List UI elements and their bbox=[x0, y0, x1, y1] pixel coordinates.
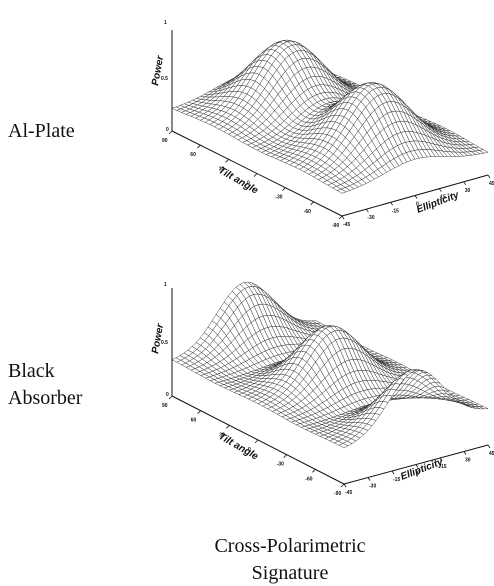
x-tick-label: -90 bbox=[334, 491, 341, 497]
z-tick-label: 0 bbox=[166, 392, 169, 398]
y-tick-mark bbox=[439, 457, 443, 462]
x-tick-mark bbox=[254, 439, 259, 444]
x-axis-title: Tilt angle bbox=[217, 165, 261, 197]
y-tick-label: 15 bbox=[440, 195, 446, 201]
z-tick-label: 0 bbox=[166, 127, 169, 133]
y-tick-label: 30 bbox=[465, 188, 471, 194]
x-tick-label: -30 bbox=[277, 462, 284, 468]
row-label-black-absorber: Black Absorber bbox=[8, 358, 82, 412]
y-tick-label: 30 bbox=[465, 458, 471, 464]
x-tick-label: -60 bbox=[304, 209, 311, 215]
y-tick-label: -15 bbox=[393, 477, 400, 483]
z-tick-label: 1 bbox=[164, 20, 167, 26]
figure-caption-line: Cross-Polarimetric bbox=[214, 535, 366, 557]
y-tick-label: 0 bbox=[416, 202, 419, 208]
x-tick-mark bbox=[282, 187, 286, 191]
x-tick-label: 0 bbox=[247, 181, 250, 187]
y-tick-mark bbox=[463, 451, 467, 455]
y-ticks: -45 -30 -15 0 15 30 45 bbox=[343, 444, 494, 496]
x-tick-mark bbox=[225, 159, 229, 163]
x-tick-mark bbox=[226, 425, 230, 429]
y-tick-label: -45 bbox=[343, 222, 350, 228]
z-tick-label: 0.5 bbox=[161, 76, 168, 82]
x-tick-mark bbox=[338, 215, 343, 220]
x-tick-label: 60 bbox=[191, 418, 197, 424]
y-tick-mark bbox=[343, 483, 347, 488]
y-tick-mark bbox=[390, 202, 393, 206]
y-tick-mark bbox=[414, 195, 418, 199]
x-tick-mark bbox=[197, 410, 201, 414]
x-tick-label: 60 bbox=[190, 152, 196, 158]
x-tick-label: -60 bbox=[305, 476, 312, 482]
mesh-cell bbox=[336, 188, 347, 194]
y-tick-mark bbox=[415, 464, 419, 468]
z-tick-label: 0.5 bbox=[161, 340, 168, 346]
y-tick-mark bbox=[487, 174, 491, 179]
x-tick-label: 30 bbox=[219, 166, 225, 172]
z-tick-label: 1 bbox=[164, 282, 167, 288]
z-ticks: 1 0.5 0 bbox=[161, 20, 169, 133]
x-tick-mark bbox=[168, 395, 173, 400]
y-tick-mark bbox=[341, 215, 345, 220]
x-tick-label: -90 bbox=[332, 223, 339, 229]
x-tick-mark bbox=[340, 483, 345, 488]
x-tick-label: -30 bbox=[275, 195, 282, 201]
x-tick-label: 90 bbox=[162, 138, 168, 144]
y-tick-mark bbox=[463, 181, 466, 186]
z-ticks: 1 0.5 0 bbox=[161, 282, 169, 398]
y-tick-mark bbox=[367, 477, 371, 481]
x-ticks: 90 60 30 0 -30 -60 -90 bbox=[162, 395, 345, 497]
x-ticks: 90 60 30 0 -30 -60 -90 bbox=[162, 130, 343, 229]
x-tick-label: 30 bbox=[219, 432, 225, 438]
y-tick-mark bbox=[439, 188, 442, 192]
x-tick-label: 0 bbox=[248, 447, 251, 453]
row-label-al-plate: Al-Plate bbox=[8, 118, 75, 145]
x-tick-mark bbox=[310, 201, 314, 206]
surface-plot-black-absorber: 1 0.5 0 90 60 30 0 -30 -60 -90 -45 -30 -15 0 15 30 4… bbox=[150, 281, 494, 497]
z-axis-title: Power bbox=[150, 322, 166, 355]
x-axis-title: Tilt angle bbox=[217, 431, 261, 463]
figure-caption-line: Signature bbox=[251, 562, 329, 584]
x-tick-mark bbox=[168, 130, 173, 135]
y-ticks: -45 -30 -15 0 15 30 45 bbox=[341, 174, 494, 228]
surface-mesh bbox=[171, 39, 489, 194]
z-axis-title: Power bbox=[150, 54, 166, 87]
row-label-line: Black bbox=[8, 360, 55, 382]
y-tick-label: 0 bbox=[417, 471, 420, 477]
y-tick-label: -30 bbox=[369, 484, 376, 490]
y-tick-mark bbox=[391, 470, 395, 475]
surface-plot-al-plate: 1 0.5 0 90 60 30 0 -30 -60 -90 -45 -30 -15 0 15 30 4… bbox=[150, 20, 494, 229]
x-tick-label: 90 bbox=[162, 403, 168, 409]
y-tick-label: -15 bbox=[392, 208, 399, 214]
y-tick-label: 45 bbox=[489, 181, 494, 187]
y-tick-label: -30 bbox=[367, 215, 374, 221]
x-tick-mark bbox=[283, 454, 287, 458]
y-axis-title: Ellipticity bbox=[399, 456, 445, 482]
surface-mesh bbox=[171, 281, 489, 448]
y-tick-label: -45 bbox=[345, 490, 352, 496]
x-tick-mark bbox=[253, 173, 258, 177]
x-tick-mark bbox=[312, 469, 316, 473]
row-label-line: Al-Plate bbox=[8, 120, 75, 142]
y-tick-label: 45 bbox=[489, 451, 494, 457]
x-tick-mark bbox=[197, 144, 201, 149]
row-label-line: Absorber bbox=[8, 387, 83, 409]
y-tick-mark bbox=[366, 208, 369, 213]
mesh-cell bbox=[338, 443, 349, 448]
y-tick-label: 15 bbox=[441, 464, 447, 470]
y-tick-mark bbox=[487, 444, 491, 449]
